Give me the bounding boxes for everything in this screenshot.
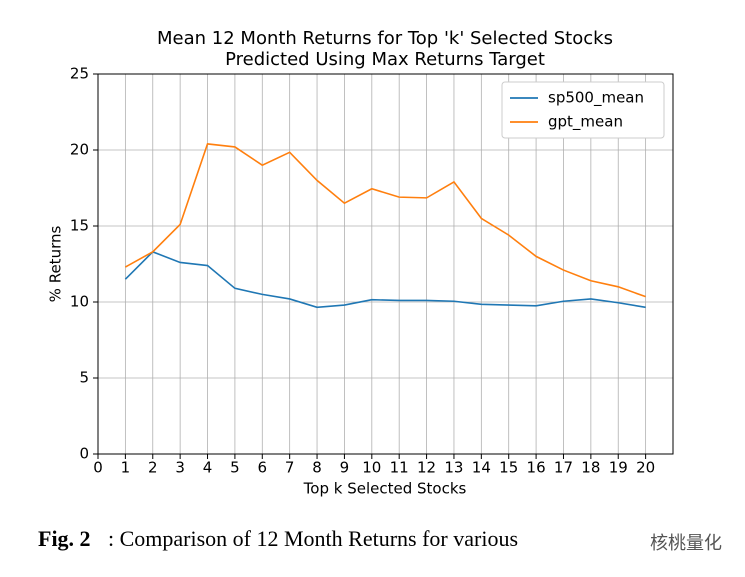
x-tick-label: 19 — [609, 459, 628, 477]
caption-text: : Comparison of 12 Month Returns for var… — [108, 526, 518, 551]
y-tick-label: 10 — [70, 293, 89, 311]
chart-title: Predicted Using Max Returns Target — [225, 49, 545, 70]
data-line — [124, 250, 646, 309]
x-tick-label: 15 — [499, 459, 518, 477]
x-tick-label: 11 — [390, 459, 409, 477]
legend-label: sp500_mean — [548, 89, 644, 108]
x-tick-label: 12 — [417, 459, 436, 477]
x-tick-label: 16 — [527, 459, 546, 477]
watermark: 核桃量化 — [650, 533, 722, 554]
x-tick-label: 4 — [203, 459, 213, 477]
x-tick-label: 17 — [554, 459, 573, 477]
data-line — [124, 143, 646, 298]
x-axis-label: Top k Selected Stocks — [303, 480, 467, 498]
x-tick-label: 0 — [93, 459, 103, 477]
x-tick-label: 7 — [285, 459, 295, 477]
x-tick-label: 5 — [230, 459, 240, 477]
y-tick-label: 0 — [79, 445, 89, 463]
x-tick-label: 6 — [258, 459, 268, 477]
x-tick-label: 20 — [636, 459, 655, 477]
x-tick-label: 1 — [121, 459, 131, 477]
plot-frame — [97, 73, 674, 455]
x-tick-label: 10 — [362, 459, 381, 477]
legend-box — [501, 81, 665, 139]
x-tick-label: 18 — [581, 459, 600, 477]
x-tick-label: 3 — [175, 459, 185, 477]
x-tick-label: 9 — [340, 459, 350, 477]
y-tick-label: 20 — [70, 141, 89, 159]
chart-title: Mean 12 Month Returns for Top 'k' Select… — [157, 28, 613, 49]
x-tick-label: 2 — [148, 459, 158, 477]
y-tick-label: 5 — [79, 369, 89, 387]
y-tick-label: 15 — [70, 217, 89, 235]
legend-label: gpt_mean — [548, 113, 623, 132]
x-tick-label: 13 — [444, 459, 463, 477]
y-tick-label: 25 — [70, 65, 89, 83]
x-tick-label: 14 — [472, 459, 491, 477]
y-axis-label: % Returns — [47, 226, 65, 303]
caption-label: Fig. 2 — [38, 526, 91, 551]
x-tick-label: 8 — [312, 459, 322, 477]
